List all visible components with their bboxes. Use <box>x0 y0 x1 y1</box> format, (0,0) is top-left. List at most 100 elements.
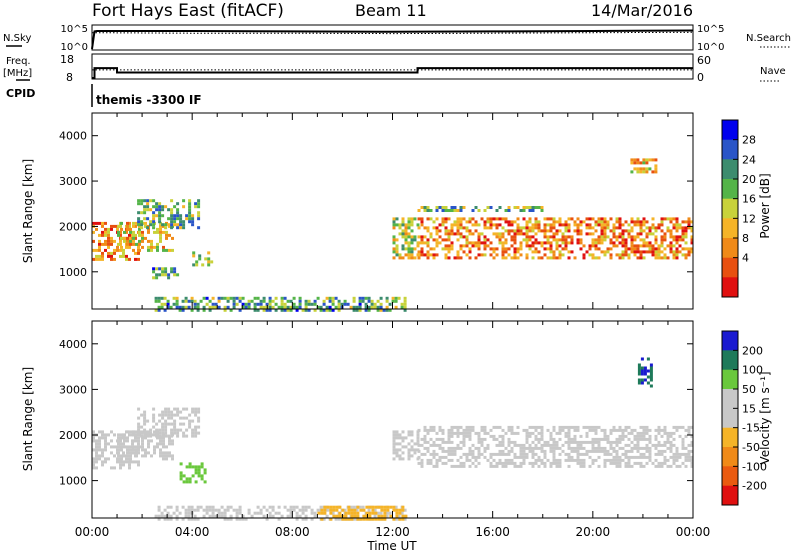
scatter-cell <box>600 241 604 245</box>
scatter-cell <box>322 517 326 521</box>
scatter-cell <box>624 250 628 254</box>
scatter-cell <box>564 440 568 444</box>
scatter-cell <box>459 431 463 435</box>
scatter-cell <box>534 458 538 462</box>
scatter-cell <box>157 517 161 521</box>
scatter-cell <box>546 235 550 239</box>
scatter-cell <box>152 217 156 221</box>
scatter-cell <box>663 235 667 239</box>
scatter-cell <box>280 299 284 303</box>
scatter-cell <box>356 514 360 518</box>
scatter-cell <box>675 425 679 429</box>
scatter-cell <box>165 445 168 449</box>
scatter-cell <box>663 428 667 432</box>
scatter-cell <box>456 217 460 221</box>
scatter-cell <box>143 428 147 432</box>
scatter-cell <box>158 220 162 224</box>
scatter-cell <box>144 224 147 228</box>
scatter-cell <box>576 223 580 227</box>
scatter-cell <box>154 308 158 312</box>
scatter-cell <box>194 425 198 429</box>
scatter-cell <box>600 217 604 221</box>
scatter-cell <box>407 217 411 221</box>
scatter-cell <box>525 431 529 435</box>
scatter-cell <box>134 460 137 464</box>
scatter-cell <box>552 455 556 459</box>
scatter-cell <box>407 223 411 227</box>
scatter-cell <box>687 431 691 435</box>
scatter-cell <box>167 413 171 417</box>
scatter-cell <box>435 232 439 236</box>
scatter-cell <box>137 422 141 426</box>
nave-tick-bottom: 0 <box>697 71 704 84</box>
scatter-cell <box>681 235 685 239</box>
scatter-cell <box>501 226 505 230</box>
colorbar-swatch <box>722 120 738 141</box>
scatter-cell <box>120 245 123 249</box>
scatter-cell <box>519 253 523 257</box>
scatter-cell <box>543 229 547 233</box>
scatter-cell <box>675 250 679 254</box>
scatter-cell <box>137 442 140 446</box>
scatter-cell <box>627 443 631 447</box>
scatter-cell <box>444 209 448 212</box>
scatter-cell <box>392 517 396 521</box>
scatter-cell <box>498 425 502 429</box>
scatter-cell <box>516 464 520 468</box>
scatter-cell <box>191 431 195 435</box>
scatter-cell <box>504 431 508 435</box>
scatter-cell <box>117 457 120 461</box>
scatter-cell <box>313 511 317 515</box>
scatter-cell <box>621 431 625 435</box>
scatter-cell <box>187 514 191 518</box>
scatter-cell <box>534 428 538 432</box>
scatter-cell <box>179 416 183 420</box>
scatter-cell <box>639 250 643 254</box>
scatter-cell <box>159 451 162 455</box>
scatter-cell <box>191 223 195 227</box>
scatter-cell <box>334 296 338 300</box>
scatter-cell <box>379 305 383 309</box>
scatter-cell <box>152 419 156 423</box>
scatter-cell <box>573 220 577 224</box>
scatter-cell <box>618 455 622 459</box>
scatter-cell <box>633 428 637 432</box>
colorbar-tick-label: 28 <box>742 134 756 147</box>
scatter-cell <box>687 443 691 447</box>
scatter-cell <box>486 431 490 435</box>
scatter-cell <box>244 305 248 309</box>
scatter-cell <box>549 250 553 254</box>
scatter-cell <box>624 247 628 251</box>
scatter-cell <box>165 454 168 458</box>
scatter-cell <box>468 220 472 224</box>
scatter-cell <box>624 244 628 248</box>
scatter-cell <box>486 220 490 224</box>
scatter-cell <box>507 247 511 251</box>
scatter-cell <box>166 305 170 309</box>
scatter-cell <box>392 451 396 455</box>
scatter-cell <box>107 251 110 255</box>
scatter-cell <box>295 505 299 509</box>
scatter-cell <box>495 235 499 239</box>
scatter-cell <box>137 416 141 420</box>
scatter-cell <box>107 227 110 231</box>
scatter-cell <box>534 226 538 230</box>
scatter-cell <box>132 221 135 225</box>
scatter-cell <box>585 425 589 429</box>
scatter-cell <box>687 220 691 224</box>
scatter-cell <box>184 508 188 512</box>
scatter-cell <box>672 458 676 462</box>
scatter-cell <box>128 445 131 449</box>
scatter-cell <box>636 455 640 459</box>
scatter-cell <box>483 235 487 239</box>
scatter-cell <box>567 250 571 254</box>
scatter-cell <box>462 235 466 239</box>
scatter-cell <box>191 419 195 423</box>
scatter-cell <box>310 508 314 512</box>
scatter-cell <box>615 455 619 459</box>
scatter-cell <box>444 253 448 257</box>
scatter-cell <box>603 449 607 453</box>
scatter-cell <box>630 229 634 233</box>
scatter-cell <box>522 206 526 209</box>
scatter-cell <box>373 302 377 306</box>
